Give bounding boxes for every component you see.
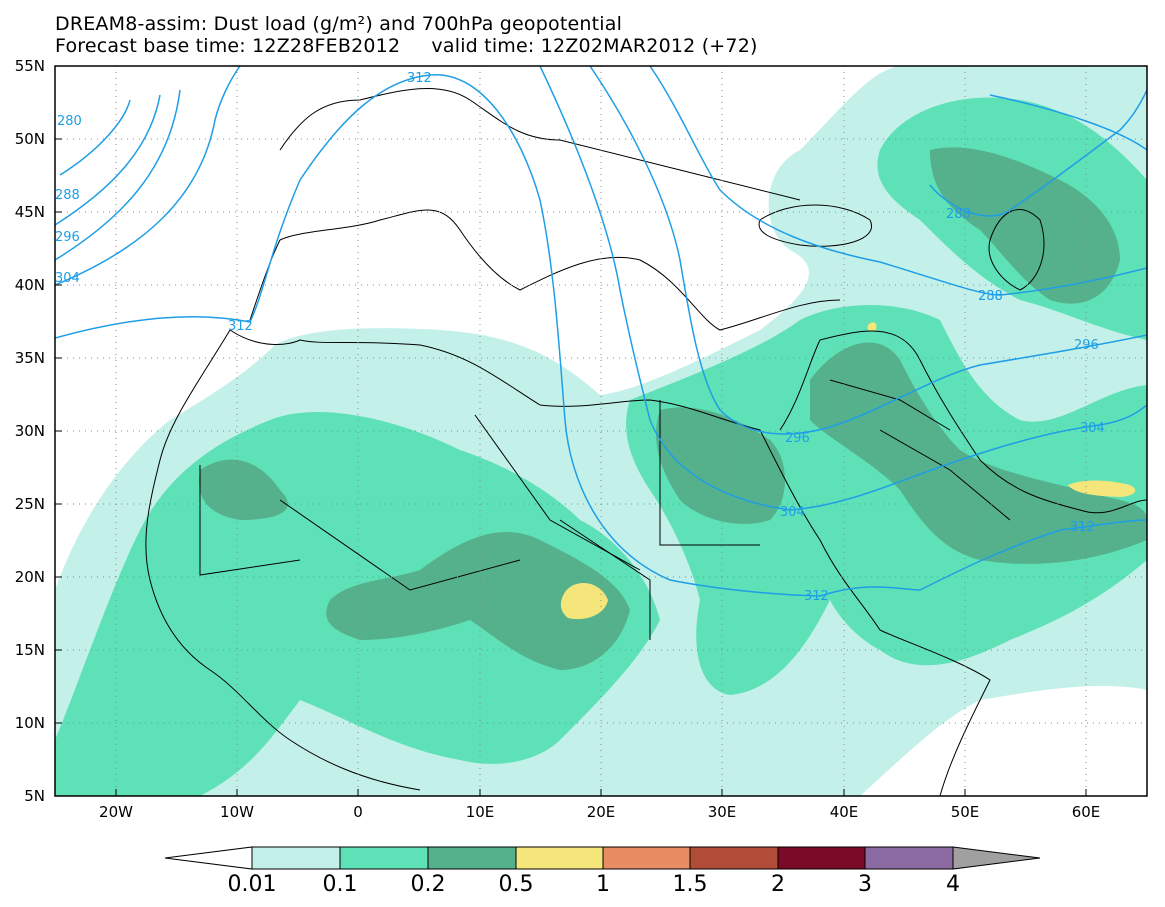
map-title: DREAM8-assim: Dust load (g/m²) and 700hP… <box>55 13 623 35</box>
lon-label: 50E <box>950 803 980 821</box>
colorbar-label: 4 <box>946 872 960 897</box>
border-line <box>879 429 1011 521</box>
lat-label: 55N <box>14 57 45 75</box>
contour-label: 304 <box>1080 421 1105 436</box>
contour-label: 304 <box>780 505 805 520</box>
lon-label: 10W <box>220 803 254 821</box>
lon-label: 10E <box>465 803 495 821</box>
contour-label: 288 <box>978 289 1003 304</box>
contour-labels: 280 288 296 304 312 312 288 288 296 296 … <box>55 71 1105 604</box>
lat-label: 35N <box>14 349 45 367</box>
lat-label: 5N <box>24 787 45 805</box>
dust-area-peak-syria <box>867 322 877 332</box>
lon-label: 20E <box>586 803 616 821</box>
border-line <box>279 499 521 591</box>
contour-label: 296 <box>1074 338 1099 353</box>
colorbar-label: 0.5 <box>498 872 534 897</box>
black-sea <box>758 204 873 247</box>
dust-area-high-west <box>199 459 288 520</box>
lat-label: 30N <box>14 422 45 440</box>
contour-304 <box>55 66 241 286</box>
dust-area-peak-gulf <box>1068 480 1136 497</box>
contour-288-east <box>649 66 1147 296</box>
axis-ticks <box>55 65 1087 796</box>
contour-288-north <box>929 89 1147 217</box>
coastline-arabia <box>779 330 1147 514</box>
contour-280 <box>59 99 131 176</box>
colorbar-label: 1 <box>596 872 610 897</box>
contour-312-west <box>55 74 1147 597</box>
lat-label: 20N <box>14 568 45 586</box>
colorbar-cell <box>251 846 341 870</box>
contour-label: 296 <box>55 230 80 245</box>
colorbar-cell <box>427 846 517 870</box>
colorbar-right-arrow <box>952 846 1041 870</box>
dust-area-high-caspian <box>930 147 1120 304</box>
lat-label: 45N <box>14 203 45 221</box>
caspian-sea <box>988 209 1045 291</box>
lon-label: 30E <box>707 803 737 821</box>
contour-label: 312 <box>804 589 829 604</box>
coastline-europe <box>249 209 841 331</box>
lat-label: 25N <box>14 495 45 513</box>
contour-label: 288 <box>946 207 971 222</box>
lon-label: 0 <box>353 803 363 821</box>
lat-label: 40N <box>14 276 45 294</box>
lon-label: 40E <box>829 803 859 821</box>
border-line <box>199 465 301 576</box>
dust-area-peak-chad <box>560 582 608 620</box>
contour-label: 288 <box>55 188 80 203</box>
border-line <box>559 519 651 640</box>
border-line <box>659 400 760 546</box>
lon-label: 60E <box>1071 803 1101 821</box>
colorbar-label: 0.1 <box>322 872 358 897</box>
dust-area-high-egypt <box>656 407 785 524</box>
contour-label: 312 <box>407 71 432 86</box>
colorbar-label: 0.2 <box>410 872 446 897</box>
lat-label: 10N <box>14 714 45 732</box>
contour-296 <box>55 89 181 261</box>
contour-label: 280 <box>57 114 82 129</box>
lat-label: 15N <box>14 641 45 659</box>
colorbar <box>164 846 1041 870</box>
map-subtitle: Forecast base time: 12Z28FEB2012 valid t… <box>55 35 758 57</box>
colorbar-cell <box>515 846 604 870</box>
coastline-westafrica <box>145 329 421 791</box>
colorbar-label: 0.01 <box>227 872 277 897</box>
colorbar-cell <box>602 846 691 870</box>
colorbar-cell <box>864 846 954 870</box>
colorbar-cell <box>777 846 866 870</box>
colorbar-cell <box>339 846 429 870</box>
contour-296-mid <box>589 66 1147 435</box>
contour-label: 312 <box>1070 520 1095 535</box>
dust-area-mid-east <box>626 305 1147 695</box>
contour-280-east <box>989 94 1147 151</box>
colorbar-label: 1.5 <box>672 872 708 897</box>
colorbar-cell <box>689 846 779 870</box>
contour-304-mid <box>539 66 1147 511</box>
coastline-northeurope <box>279 88 801 201</box>
colorbar-left-arrow <box>164 846 253 870</box>
lat-label: 50N <box>14 130 45 148</box>
border-line <box>829 379 951 431</box>
contour-label: 312 <box>228 319 253 334</box>
coastlines <box>145 88 1147 796</box>
dust-area-high-sahel <box>326 531 630 670</box>
contour-label: 304 <box>55 271 80 286</box>
colorbar-label: 2 <box>771 872 785 897</box>
lon-label: 20W <box>99 803 133 821</box>
grid-lines <box>55 66 1147 796</box>
coastline-africa <box>229 329 991 796</box>
colorbar-label: 3 <box>858 872 872 897</box>
contour-label: 296 <box>785 431 810 446</box>
